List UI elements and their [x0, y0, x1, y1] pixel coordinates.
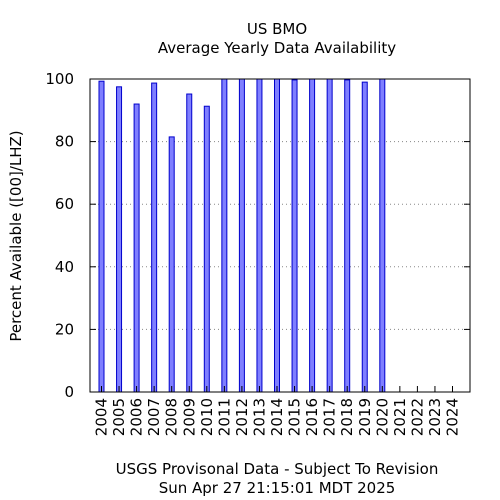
bar-2009	[186, 93, 193, 393]
bars	[98, 78, 386, 393]
x-tick-label: 2018	[338, 398, 356, 436]
x-tick-label: 2023	[426, 398, 444, 436]
bar-2018	[344, 79, 351, 393]
x-axis-ticks: 2004 2005 2006 2007 2008 2009 2010 2011 2012 2013…	[93, 386, 462, 436]
y-tick-label: 40	[55, 258, 74, 276]
bar-2010	[203, 105, 210, 393]
bar-2012	[238, 78, 245, 393]
y-tick-label: 80	[55, 133, 74, 151]
bar-2005	[116, 86, 123, 393]
plot-frame	[89, 78, 471, 393]
x-tick-label: 2008	[163, 398, 181, 436]
x-tick-label: 2015	[286, 398, 304, 436]
bar-2006	[133, 103, 140, 393]
bar-2011	[221, 78, 228, 393]
x-tick-label: 2016	[303, 398, 321, 436]
bar-2017	[326, 78, 333, 393]
bar-2008	[168, 136, 175, 393]
bar-2013	[256, 78, 263, 393]
x-tick-label: 2020	[373, 398, 391, 436]
y-tick-label: 60	[55, 195, 74, 213]
x-tick-label: 2014	[268, 398, 286, 436]
x-tick-label: 2009	[180, 398, 198, 436]
x-tick-label: 2011	[215, 398, 233, 436]
x-tick-label: 2007	[145, 398, 163, 436]
x-tick-label: 2004	[93, 398, 111, 436]
footer-line-1: USGS Provisonal Data - Subject To Revisi…	[116, 460, 439, 478]
x-tick-label: 2024	[444, 398, 462, 436]
chart-title: US BMO	[247, 20, 307, 38]
bar-2014	[274, 78, 280, 393]
x-tick-label: 2019	[356, 398, 374, 436]
x-tick-label: 2010	[198, 398, 216, 436]
x-tick-label: 2017	[321, 398, 339, 436]
bar-2007	[151, 82, 158, 393]
y-axis-ticks: 0 20 40 60 80 100	[45, 70, 470, 401]
bar-2020	[379, 78, 386, 393]
y-tick-label: 0	[64, 383, 74, 401]
x-tick-label: 2012	[233, 398, 251, 436]
x-tick-label: 2005	[110, 398, 128, 436]
y-axis-label: Percent Available ([00]/LHZ)	[7, 130, 25, 341]
bar-2016	[309, 78, 316, 393]
bar-2019	[361, 81, 368, 393]
bar-2004	[98, 80, 105, 393]
chart-subtitle: Average Yearly Data Availability	[158, 39, 396, 57]
x-tick-label: 2021	[391, 398, 409, 436]
footer-line-2: Sun Apr 27 21:15:01 MDT 2025	[159, 479, 396, 497]
x-tick-label: 2013	[250, 398, 268, 436]
y-tick-label: 20	[55, 320, 74, 338]
bar-2015	[291, 79, 298, 393]
y-tick-label: 100	[45, 70, 74, 88]
x-tick-label: 2022	[408, 398, 426, 436]
x-tick-label: 2006	[128, 398, 146, 436]
